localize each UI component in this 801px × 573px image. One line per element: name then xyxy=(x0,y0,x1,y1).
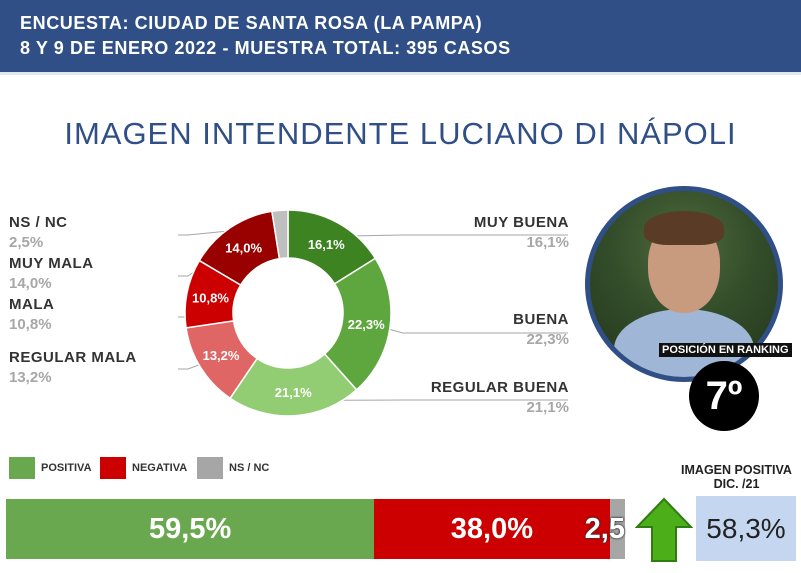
outer-label-muy-mala: MUY MALA 14,0% xyxy=(9,255,94,292)
legend-item-positiva: POSITIVA xyxy=(9,457,92,479)
outer-label-ns-nc: NS / NC 2,5% xyxy=(9,214,68,251)
outer-label-name: MUY MALA xyxy=(9,255,94,272)
stacked-bar-segment-ns-nc: 2,5 xyxy=(585,499,625,559)
up-arrow-icon xyxy=(635,497,693,562)
stacked-bar-value: 38,0% xyxy=(450,512,534,545)
outer-label-regular-buena: REGULAR BUENA 21,1% xyxy=(431,379,569,416)
outer-label-pct: 10,8% xyxy=(9,316,52,333)
legend-label: NEGATIVA xyxy=(132,462,188,474)
previous-title: IMAGEN POSITIVA DIC. /21 xyxy=(672,463,801,491)
page-title: IMAGEN INTENDENTE LUCIANO DI NÁPOLI xyxy=(64,116,737,151)
outer-label-pct: 13,2% xyxy=(9,369,52,386)
stacked-bar-segment-positiva: 59,5% xyxy=(6,499,375,559)
outer-label-buena: BUENA 22,3% xyxy=(513,311,569,348)
legend-item-negativa: NEGATIVA xyxy=(100,457,187,479)
donut-slice-label: 14,0% xyxy=(225,241,262,256)
outer-label-muy-buena: MUY BUENA 16,1% xyxy=(474,214,569,251)
donut-slice-regular-buena xyxy=(229,352,358,417)
outer-label-pct: 22,3% xyxy=(526,331,569,348)
previous-title-line1: IMAGEN POSITIVA xyxy=(681,463,792,477)
legend-item-ns-nc: NS / NC xyxy=(197,457,269,479)
outer-label-name: MALA xyxy=(9,296,55,313)
survey-header: ENCUESTA: CIUDAD DE SANTA ROSA (LA PAMPA… xyxy=(0,0,801,75)
photo-hair xyxy=(644,211,724,245)
previous-value: 58,3% xyxy=(696,496,796,561)
donut-slice-label: 10,8% xyxy=(192,291,229,306)
stacked-bar-value: 59,5% xyxy=(149,512,232,545)
outer-label-name: BUENA xyxy=(513,311,569,328)
outer-label-pct: 14,0% xyxy=(9,275,52,292)
legend-label: POSITIVA xyxy=(41,462,92,474)
outer-label-name: MUY BUENA xyxy=(473,214,569,231)
stacked-bar-segment-negativa: 38,0% xyxy=(374,499,610,559)
survey-header-line2: 8 Y 9 DE ENERO 2022 - MUESTRA TOTAL: 395… xyxy=(20,38,511,58)
donut-slice-label: 16,1% xyxy=(308,237,345,252)
ranking-label: POSICIÓN EN RANKING xyxy=(659,343,792,357)
outer-label-name: NS / NC xyxy=(9,214,68,231)
outer-label-name: REGULAR MALA xyxy=(9,349,137,366)
donut-slice-label: 21,1% xyxy=(275,385,312,400)
legend-swatch xyxy=(100,457,126,479)
stacked-bar-value: 2,5 xyxy=(584,512,625,545)
outer-label-pct: 16,1% xyxy=(526,234,569,251)
donut-slice-ns-nc xyxy=(271,209,289,260)
donut-slice-label: 22,3% xyxy=(348,317,385,332)
outer-label-pct: 2,5% xyxy=(9,234,44,251)
outer-label-mala: MALA 10,8% xyxy=(9,296,54,333)
outer-label-pct: 21,1% xyxy=(526,399,569,416)
legend-swatch xyxy=(9,457,35,479)
survey-header-line1: ENCUESTA: CIUDAD DE SANTA ROSA (LA PAMPA… xyxy=(20,13,483,33)
outer-label-name: REGULAR BUENA xyxy=(430,379,569,396)
legend-label: NS / NC xyxy=(229,462,270,474)
ranking-badge: 7º xyxy=(689,361,759,431)
previous-title-line2: DIC. /21 xyxy=(713,477,760,491)
donut-slice-buena xyxy=(323,257,392,391)
legend-swatch xyxy=(197,457,223,479)
outer-label-regular-mala: REGULAR MALA 13,2% xyxy=(9,349,137,386)
donut-slice-label: 13,2% xyxy=(203,348,240,363)
